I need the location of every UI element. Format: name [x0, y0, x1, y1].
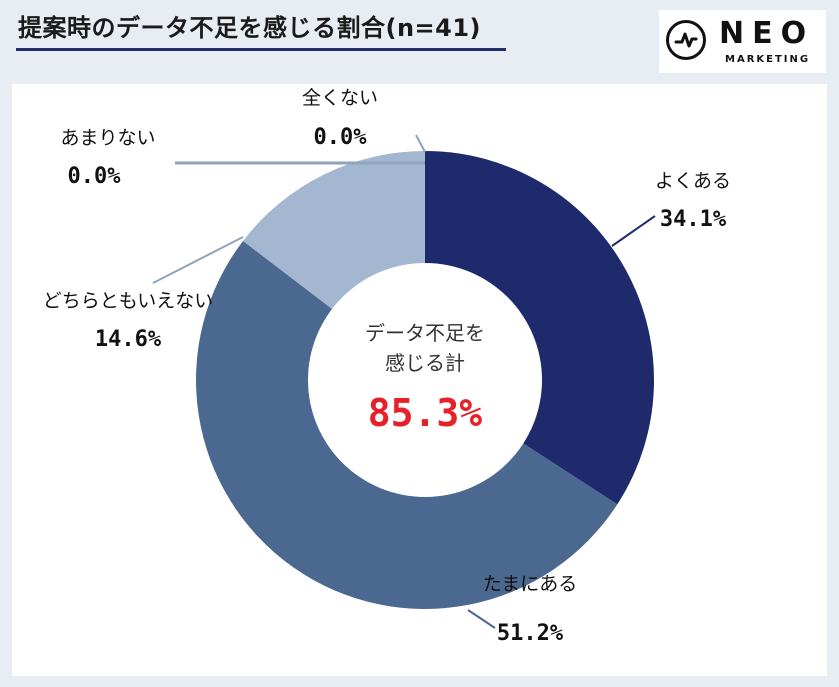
chart-title: 提案時のデータ不足を感じる割合(n=41) — [18, 14, 482, 42]
logo-name: NEO — [719, 16, 815, 51]
category-label-4: あまりない — [60, 127, 155, 149]
value-label-5: 0.0% — [314, 125, 368, 150]
value-label-2: 51.2% — [497, 621, 564, 646]
donut-hole — [308, 263, 542, 497]
category-label-1: よくある — [655, 170, 731, 192]
category-label-2: たまにある — [483, 573, 577, 595]
value-label-4: 0.0% — [68, 164, 122, 189]
leader-line-3 — [152, 236, 244, 284]
center-label-line1: データ不足を — [365, 321, 485, 345]
title-underline — [16, 48, 506, 51]
slice-labels: よくある 34.1% たまにある 51.2% どちらともいえない 14.6% あまりない 0.… — [43, 87, 731, 646]
leader-lines — [152, 134, 656, 629]
category-label-5: 全くない — [302, 87, 378, 109]
leader-line-1 — [611, 215, 656, 247]
leader-line-2 — [467, 609, 496, 629]
leader-line-5 — [415, 134, 426, 153]
category-label-3: どちらともいえない — [43, 290, 214, 312]
pulse-icon — [666, 20, 706, 60]
logo-subtitle: MARKETING — [725, 54, 811, 65]
value-label-1: 34.1% — [660, 207, 727, 232]
value-label-3: 14.6% — [95, 327, 162, 352]
neo-marketing-logo: NEO MARKETING — [659, 10, 826, 73]
center-total-value: 85.3% — [368, 391, 483, 435]
center-label-line2: 感じる計 — [385, 351, 465, 375]
